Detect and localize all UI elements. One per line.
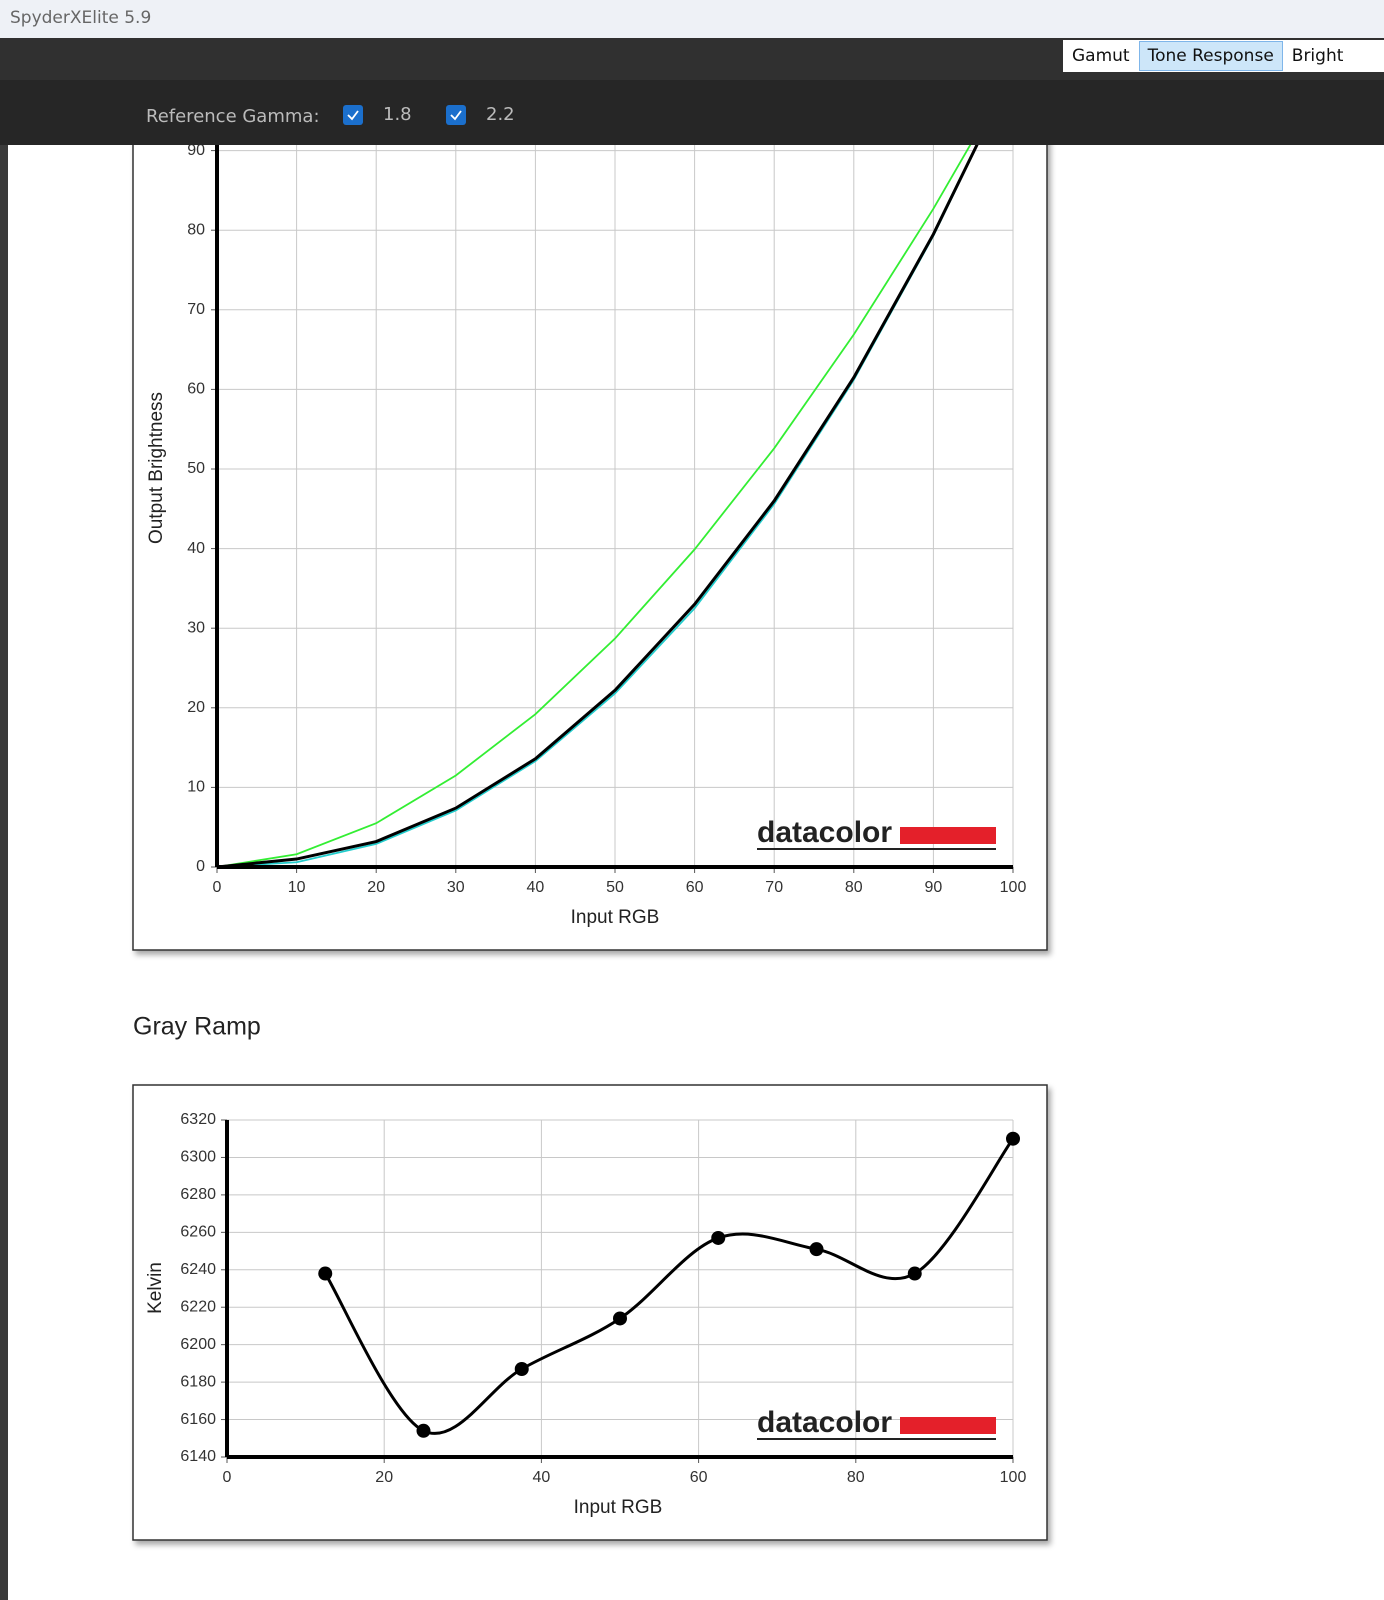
tab[interactable]: Bright — [1291, 46, 1344, 66]
section-heading: Gray Ramp — [133, 1013, 261, 1041]
point — [318, 1266, 333, 1281]
tab[interactable]: Tone Response — [1138, 41, 1283, 71]
y-tick-label: 6300 — [180, 1149, 216, 1166]
y-tick-label: 20 — [187, 699, 205, 716]
chart-frame — [132, 19, 1048, 951]
point — [809, 1242, 824, 1257]
y-tick-label: 50 — [187, 460, 205, 477]
y-tick-label: 6320 — [180, 1111, 216, 1128]
x-tick-label: 80 — [845, 879, 863, 896]
point — [613, 1311, 627, 1326]
y-tick-label: 6180 — [180, 1373, 216, 1390]
point — [514, 1362, 529, 1377]
y-tick-label: 80 — [187, 221, 205, 238]
x-tick-label: 50 — [606, 879, 624, 896]
gamma-value: 2.2 — [486, 104, 515, 125]
x-tick-label: 10 — [288, 879, 306, 896]
gamma-option[interactable]: 1.8 — [343, 104, 412, 125]
y-tick-label: 6200 — [180, 1336, 216, 1353]
y-tick-label: 6140 — [180, 1448, 216, 1465]
y-tick-label: 0 — [196, 858, 205, 875]
checkbox[interactable] — [343, 104, 363, 125]
y-tick-label: 60 — [187, 381, 205, 398]
x-tick-label: 100 — [1000, 1469, 1027, 1486]
y-axis-title: Kelvin — [145, 1262, 166, 1314]
x-tick-label: 70 — [765, 879, 783, 896]
x-tick-label: 100 — [1000, 879, 1027, 896]
watermark: datacolor — [757, 1406, 892, 1439]
toolbar: Gamut Tone Response Bright Reference Gam… — [0, 38, 1384, 145]
y-tick-label: 6260 — [180, 1224, 216, 1241]
y-tick-label: 6160 — [180, 1411, 216, 1428]
series-line — [217, 71, 1013, 867]
tab-strip: Gamut Tone Response Bright — [1063, 40, 1384, 72]
y-tick-label: 90 — [187, 142, 205, 159]
gamma-value: 1.8 — [383, 104, 412, 125]
checkbox[interactable] — [446, 104, 466, 125]
watermark-bar — [900, 1417, 996, 1434]
point — [907, 1266, 922, 1281]
chart-frame — [132, 1084, 1048, 1541]
x-axis-title: Input RGB — [574, 1497, 663, 1518]
point — [416, 1423, 431, 1438]
gamma-option[interactable]: 2.2 — [446, 104, 515, 125]
y-tick-label: 40 — [187, 540, 205, 557]
y-tick-label: 6280 — [180, 1186, 216, 1203]
checkmark — [347, 109, 359, 120]
y-tick-label: 30 — [187, 619, 205, 636]
watermark: datacolor — [757, 816, 892, 849]
x-tick-label: 0 — [223, 1469, 232, 1486]
y-tick-label: 6240 — [180, 1261, 216, 1278]
x-tick-label: 20 — [375, 1469, 393, 1486]
reference-gamma-label: Reference Gamma: — [146, 106, 320, 127]
y-axis-title: Output Brightness — [146, 392, 167, 544]
y-tick-label: 6220 — [180, 1298, 216, 1315]
side-strip — [0, 145, 8, 1600]
watermark-bar — [900, 827, 996, 844]
x-tick-label: 60 — [686, 879, 704, 896]
x-tick-label: 40 — [527, 879, 545, 896]
x-tick-label: 20 — [367, 879, 385, 896]
x-tick-label: 40 — [533, 1469, 551, 1486]
series-line — [217, 71, 1013, 867]
point — [1006, 1131, 1020, 1146]
y-tick-label: 10 — [187, 779, 205, 796]
point — [711, 1230, 726, 1245]
x-axis-title: Input RGB — [571, 907, 660, 928]
y-tick-label: 70 — [187, 301, 205, 318]
checkmark — [450, 109, 462, 120]
window-title: SpyderXElite 5.9 — [10, 8, 152, 28]
x-tick-label: 30 — [447, 879, 465, 896]
x-tick-label: 60 — [690, 1469, 708, 1486]
title-bar: SpyderXElite 5.9 — [0, 0, 1384, 38]
x-tick-label: 90 — [925, 879, 943, 896]
tab[interactable]: Gamut — [1072, 46, 1130, 66]
x-tick-label: 0 — [213, 879, 222, 896]
x-tick-label: 80 — [847, 1469, 865, 1486]
